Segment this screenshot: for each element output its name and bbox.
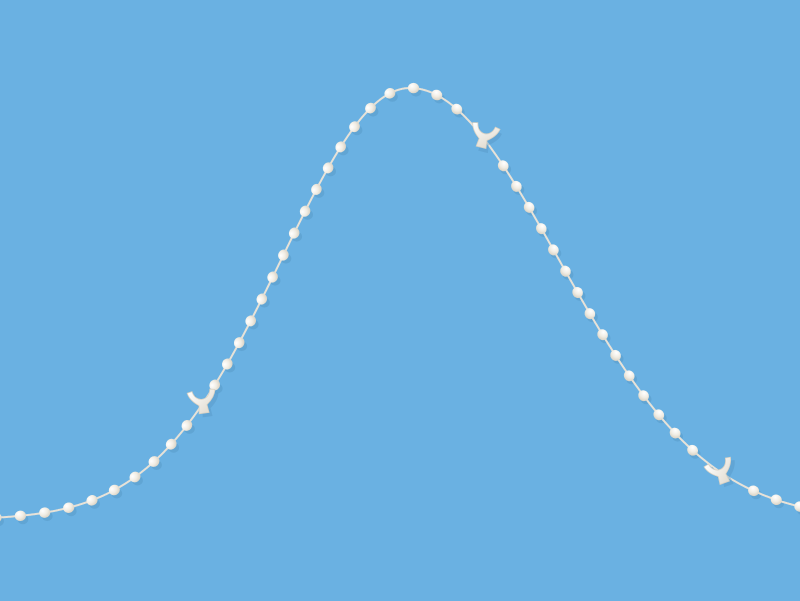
- bead: [497, 160, 509, 172]
- bead: [623, 370, 635, 382]
- bead: [349, 121, 360, 133]
- bead: [523, 201, 535, 213]
- chain-clip: [472, 122, 502, 154]
- bead: [669, 427, 681, 439]
- bead: [584, 308, 596, 320]
- bead: [181, 419, 193, 431]
- bead: [407, 82, 420, 94]
- bead: [209, 379, 221, 391]
- bead: [610, 349, 621, 361]
- bead: [638, 390, 649, 402]
- bead: [148, 456, 160, 467]
- bead: [39, 507, 51, 518]
- bead: [335, 141, 347, 153]
- bead: [256, 293, 268, 305]
- bead: [687, 444, 699, 456]
- bead: [129, 471, 141, 483]
- clip-layer: [186, 122, 735, 488]
- chain-clip: [703, 456, 735, 488]
- bead: [14, 510, 26, 522]
- bead: [597, 329, 608, 341]
- chain-clip: [186, 388, 219, 418]
- bead: [233, 337, 245, 349]
- bead-layer: [0, 82, 800, 523]
- bead: [431, 89, 443, 101]
- bead: [165, 438, 177, 450]
- bead: [245, 315, 256, 327]
- bead: [535, 223, 547, 235]
- bead: [511, 180, 522, 192]
- bead: [299, 205, 311, 217]
- bead: [572, 286, 583, 299]
- bead: [653, 409, 665, 421]
- bead: [278, 249, 289, 261]
- bead: [365, 102, 376, 114]
- bead: [288, 227, 300, 239]
- bead: [770, 494, 782, 506]
- bead: [451, 103, 463, 115]
- bead: [384, 88, 396, 99]
- bead: [108, 484, 120, 496]
- bead: [322, 162, 334, 174]
- bead: [548, 244, 559, 256]
- bead: [221, 358, 233, 370]
- bead: [63, 502, 75, 513]
- bead: [311, 183, 322, 195]
- bead: [748, 485, 760, 497]
- bead: [267, 271, 278, 283]
- bead: [560, 265, 571, 277]
- bead: [86, 495, 98, 506]
